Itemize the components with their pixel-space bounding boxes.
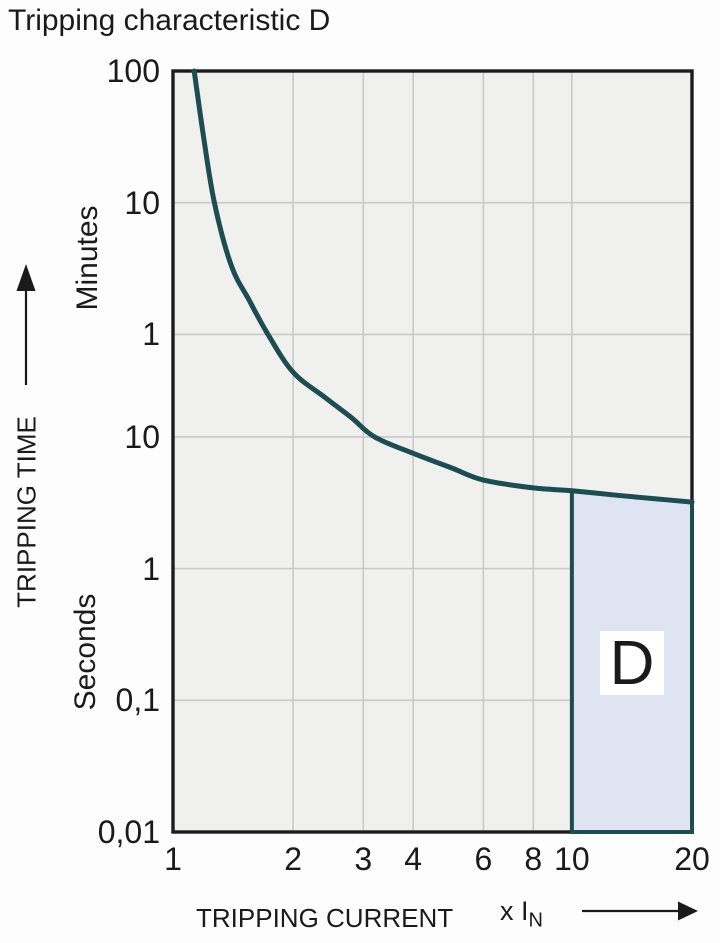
y-tick-label: 0,01 bbox=[97, 814, 160, 850]
y-axis-label: TRIPPING TIME bbox=[11, 416, 42, 608]
x-axis-label: TRIPPING CURRENT bbox=[196, 903, 454, 933]
multiplier-subscript: N bbox=[528, 909, 543, 932]
up-arrow-icon bbox=[16, 264, 36, 385]
y-tick-label: 1 bbox=[142, 550, 160, 587]
plot-border bbox=[171, 69, 694, 834]
x-tick-label: 1 bbox=[164, 841, 182, 877]
x-tick-label: 3 bbox=[354, 841, 373, 877]
x-tick-label: 4 bbox=[404, 841, 423, 877]
y-axis-unit-minutes: Minutes bbox=[71, 205, 104, 311]
right-arrow-icon bbox=[582, 901, 698, 921]
x-tick-label: 6 bbox=[474, 841, 493, 877]
x-tick-label: 2 bbox=[284, 841, 302, 877]
y-tick-label: 1 bbox=[142, 316, 160, 353]
chart-title: Tripping characteristic D bbox=[8, 4, 331, 37]
x-tick-label: 10 bbox=[554, 841, 590, 877]
y-tick-label: 10 bbox=[124, 418, 160, 455]
x-tick-label: 8 bbox=[524, 841, 543, 877]
x-axis-multiplier: x IN bbox=[500, 896, 543, 930]
region-d-label-box: D bbox=[600, 629, 664, 698]
x-tick-label: 20 bbox=[674, 841, 710, 877]
y-tick-label: 10 bbox=[124, 184, 160, 221]
multiplier-text: x I bbox=[500, 896, 529, 926]
y-axis-unit-seconds: Seconds bbox=[69, 593, 102, 711]
y-tick-label: 0,1 bbox=[115, 682, 160, 719]
region-d-label: D bbox=[609, 628, 655, 698]
tripping-curve bbox=[191, 68, 695, 505]
y-tick-label: 100 bbox=[106, 53, 160, 89]
